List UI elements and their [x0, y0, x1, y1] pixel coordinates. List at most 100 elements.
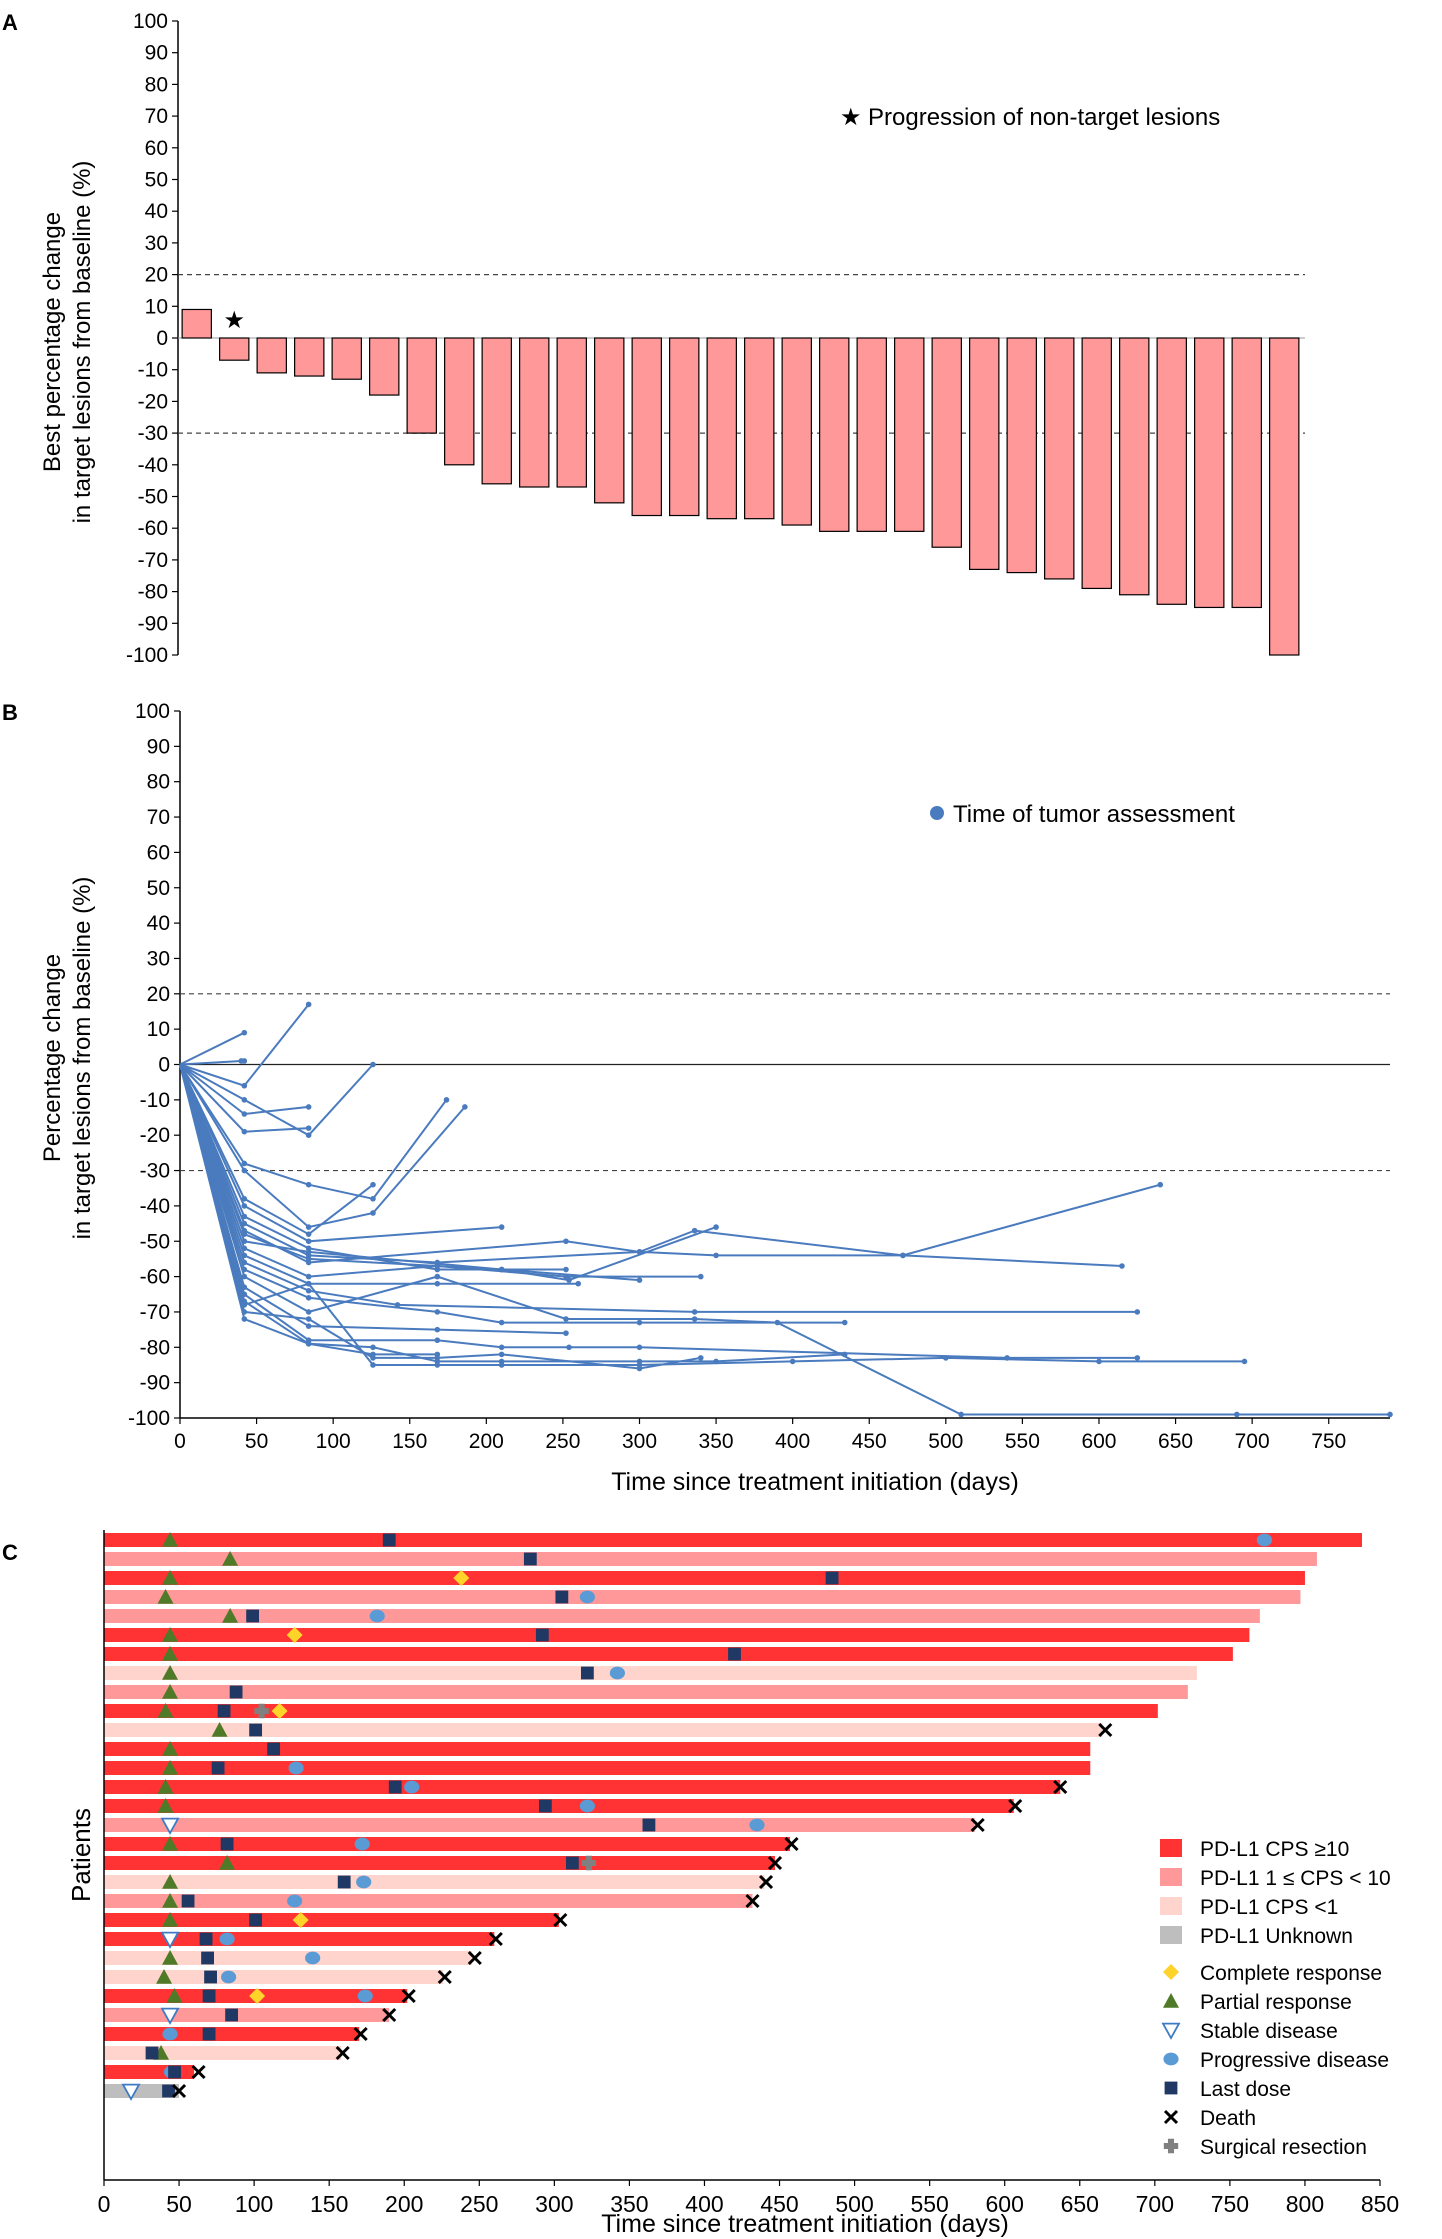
assessment-point: [241, 1203, 248, 1209]
assessment-point: [636, 1365, 643, 1372]
panel-b-x-tick-label: 350: [699, 1430, 734, 1453]
waterfall-bar: [519, 337, 550, 488]
progressive-disease-marker: [162, 2027, 178, 2041]
last-dose-marker: [211, 1761, 225, 1775]
complete-response-marker: [286, 1627, 303, 1643]
last-dose-marker: [217, 1704, 231, 1718]
patient-trajectory-line: [179, 1064, 1138, 1359]
panel-b-x-tick-label: 200: [469, 1430, 504, 1453]
assessment-point: [1241, 1358, 1248, 1365]
partial-response-marker: [162, 1836, 179, 1851]
waterfall-bar: [894, 337, 925, 532]
patient-bar: [104, 1609, 1260, 1623]
last-dose-marker: [229, 1685, 243, 1699]
patient-bar: [104, 1666, 1197, 1680]
assessment-point: [305, 1224, 312, 1230]
panel-b-series: [179, 1001, 1393, 1418]
waterfall-bar: [1119, 337, 1150, 596]
patient-bar: [104, 2084, 180, 2098]
death-marker: [784, 1836, 799, 1852]
waterfall-bar: [594, 337, 625, 504]
surgical-resection-marker: [581, 1855, 597, 1871]
assessment-point: [434, 1280, 441, 1287]
death-marker-stroke: [767, 1855, 783, 1871]
assessment-point: [241, 1273, 248, 1280]
last-dose-marker: [202, 1989, 216, 2003]
legend-complete-icon: [1163, 1964, 1179, 1980]
assessment-point: [636, 1344, 643, 1351]
last-dose-marker: [580, 1666, 594, 1680]
partial-response-marker: [156, 1969, 173, 1984]
assessment-point: [305, 1316, 312, 1322]
panel-a-waterfall: Best percentage change in target lesions…: [39, 10, 1305, 667]
legend-swatch-cps10: [1160, 1839, 1182, 1857]
panel-b-x-tick-label: 50: [245, 1430, 268, 1453]
waterfall-bar: [556, 337, 587, 488]
death-marker-stroke: [758, 1874, 774, 1890]
panel-b-ylabel-line1: Percentage change: [39, 954, 66, 1162]
last-dose-marker: [201, 1951, 214, 1965]
waterfall-bar: [331, 337, 362, 380]
panel-a-y-tick-label: -40: [138, 454, 168, 477]
partial-response-marker: [219, 1855, 236, 1870]
patient-bar: [104, 1723, 1103, 1737]
panel-b-y-tick-label: 50: [147, 877, 170, 900]
assessment-point: [958, 1411, 964, 1418]
legend-death-icon: [1163, 2109, 1179, 2125]
last-dose-marker: [204, 1970, 217, 1984]
assessment-dot-icon: [930, 806, 944, 820]
stable-disease-marker: [160, 1931, 180, 1949]
patient-trajectory-line: [179, 1003, 310, 1087]
partial-response-marker: [162, 1684, 179, 1699]
complete-response-marker: [271, 1703, 288, 1719]
assessment-point: [713, 1224, 719, 1230]
partial-response-marker: [162, 1950, 179, 1965]
death-marker-stroke: [1098, 1722, 1113, 1738]
legend-surgery-icon: [1163, 2138, 1179, 2154]
death-marker: [745, 1893, 760, 1909]
panel-a-y-tick-label: -20: [138, 390, 168, 413]
panel-b-x-tick-label: 250: [545, 1430, 580, 1453]
death-marker: [401, 1988, 416, 2004]
complete-response-marker: [292, 1912, 309, 1928]
stable-disease-marker: [160, 1817, 180, 1835]
panel-c-x-tick-label: 350: [610, 2191, 648, 2217]
assessment-point: [1096, 1358, 1102, 1365]
legend-label: PD-L1 CPS <1: [1200, 1896, 1338, 1919]
last-dose-marker: [249, 1723, 263, 1737]
patient-trajectory-line: [179, 1064, 1161, 1264]
panel-a-y-tick-label: -10: [138, 359, 168, 382]
panel-b-y-tick-label: -40: [140, 1195, 170, 1218]
panel-a-y-tick-label: -70: [138, 549, 168, 572]
legend-label: Progressive disease: [1200, 2049, 1389, 2072]
assessment-point: [434, 1326, 441, 1333]
partial-response-marker: [166, 1988, 183, 2003]
progressive-disease-marker: [749, 1818, 765, 1832]
assessment-point: [434, 1351, 441, 1358]
legend-swatch-cps1to10: [1160, 1868, 1182, 1886]
partial-response-marker: [211, 1722, 228, 1737]
panel-c-axis: 0 50 100 150 200 250 300 350 400 450 500 550 600 650 7…: [98, 1530, 1399, 2217]
panel-b-y-tick-label: -70: [140, 1301, 170, 1324]
death-marker-stroke: [467, 1950, 482, 1966]
assessment-point: [691, 1227, 698, 1234]
death-marker-stroke: [335, 2045, 350, 2061]
partial-response-marker: [162, 1912, 179, 1927]
patient-bar: [104, 1628, 1250, 1642]
panel-b-y-tick-label: -100: [128, 1407, 170, 1430]
patient-trajectory-line: [179, 1064, 502, 1243]
death-marker-stroke: [382, 2007, 397, 2023]
assessment-point: [498, 1351, 505, 1358]
assessment-point: [943, 1355, 949, 1361]
star-legend-icon: ★: [840, 104, 862, 131]
assessment-point: [305, 1231, 312, 1237]
complete-response-marker: [249, 1988, 266, 2004]
death-marker: [171, 2083, 187, 2099]
last-dose-marker: [337, 1875, 351, 1889]
patient-trajectory-line: [179, 1064, 1123, 1267]
waterfall-bar: [631, 337, 662, 517]
panel-c-x-tick-label: 750: [1211, 2191, 1249, 2217]
waterfall-bar: [481, 337, 512, 485]
panel-b-y-tick-label: -60: [140, 1266, 170, 1289]
waterfall-bar: [969, 337, 1000, 571]
